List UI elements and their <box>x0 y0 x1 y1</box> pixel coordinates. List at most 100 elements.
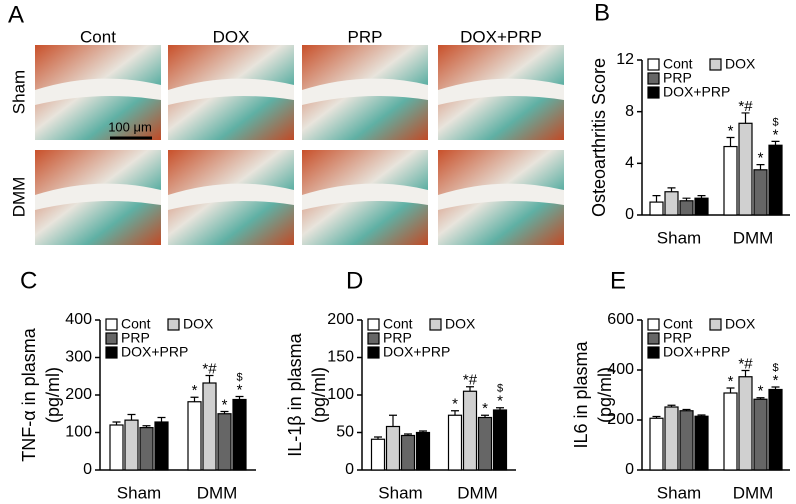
bar <box>124 419 139 471</box>
legend-swatch <box>367 332 380 345</box>
error-bar <box>190 396 199 402</box>
y-tick-label: 200 <box>65 386 92 403</box>
bar <box>738 376 753 471</box>
bar <box>385 425 401 471</box>
significance-mark: * <box>482 400 488 417</box>
y-tick-label: 0 <box>625 461 634 478</box>
legend-label: DOX <box>445 316 476 332</box>
bar <box>202 382 217 471</box>
error-bar <box>127 413 136 421</box>
error-bar <box>726 387 735 393</box>
significance-mark: * <box>773 126 779 143</box>
y-tick-label: 100 <box>327 386 354 403</box>
error-bar <box>667 404 676 407</box>
error-bar <box>726 136 735 147</box>
bar <box>723 392 738 471</box>
joint-space <box>35 78 161 105</box>
legend-swatch <box>367 318 380 331</box>
error-bar <box>157 416 166 422</box>
error-bar <box>741 369 750 377</box>
scale-bar-label: 100 μm <box>108 119 152 134</box>
legend-swatch <box>647 86 660 99</box>
x-tick-label: Sham <box>657 483 701 502</box>
significance-mark: * <box>758 383 764 400</box>
significance-mark: $ <box>497 383 503 395</box>
significance-mark: * <box>728 122 734 139</box>
y-tick-label: 600 <box>607 311 634 328</box>
panel-letter: D <box>346 267 363 294</box>
significance-mark: * <box>758 150 764 167</box>
joint-space <box>168 183 294 210</box>
panel-letter: A <box>8 1 24 28</box>
error-bar <box>682 197 691 201</box>
x-tick-label: DMM <box>197 483 238 502</box>
significance-mark: *# <box>463 372 478 389</box>
bar <box>217 413 232 471</box>
error-bar <box>697 195 706 199</box>
y-axis-label: TNF-α in plasma <box>19 327 39 461</box>
y-tick-label: 12 <box>616 51 634 68</box>
significance-mark: *# <box>202 360 217 377</box>
legend-label: DOX <box>183 316 214 332</box>
joint-space <box>168 78 294 105</box>
legend-label: DOX+PRP <box>663 344 730 360</box>
error-bar <box>496 407 504 410</box>
legend-swatch <box>647 346 660 359</box>
y-tick-label: 400 <box>607 361 634 378</box>
bar <box>694 415 709 471</box>
significance-mark: $ <box>772 362 778 374</box>
joint-space <box>302 183 428 210</box>
legend-label: Cont <box>383 316 413 332</box>
significance-mark: * <box>728 373 734 390</box>
y-tick-label: 0 <box>83 461 92 478</box>
bar <box>738 122 753 216</box>
bar <box>753 169 768 216</box>
error-bar <box>771 140 780 146</box>
joint-space <box>438 183 564 210</box>
legend-swatch <box>105 318 118 331</box>
legend-swatch <box>647 58 660 71</box>
x-tick-label: DMM <box>457 483 498 502</box>
significance-mark: * <box>237 381 243 398</box>
y-tick-label: 0 <box>625 206 634 223</box>
legend-label: Cont <box>663 56 693 72</box>
x-tick-label: Sham <box>117 483 161 502</box>
significance-mark: * <box>773 372 779 389</box>
y-tick-label: 50 <box>336 424 354 441</box>
bar <box>664 406 679 471</box>
y-tick-label: 400 <box>65 311 92 328</box>
error-bar <box>652 415 661 419</box>
panel-letter: E <box>610 267 626 294</box>
x-tick-label: Sham <box>378 483 422 502</box>
bar <box>400 434 416 471</box>
y-axis-label: (pg/ml) <box>309 367 329 423</box>
y-axis-label: Osteoarthritis Score <box>589 58 609 217</box>
y-tick-label: 8 <box>625 103 634 120</box>
y-axis-label: IL6 in plasma <box>571 340 591 448</box>
legend-swatch <box>647 318 660 331</box>
significance-mark: *# <box>738 355 753 372</box>
error-bar <box>771 386 780 390</box>
y-axis-label: (pg/ml) <box>595 367 615 423</box>
error-bar <box>404 433 412 436</box>
x-tick-label: DMM <box>733 483 774 502</box>
y-tick-label: 0 <box>345 461 354 478</box>
legend-label: PRP <box>663 70 692 86</box>
error-bar <box>451 410 459 416</box>
legend-swatch <box>105 346 118 359</box>
error-bar <box>389 414 397 427</box>
legend-label: DOX <box>725 56 756 72</box>
legend-swatch <box>709 58 722 71</box>
error-bar <box>419 430 427 433</box>
legend-swatch <box>167 318 180 331</box>
y-tick-label: 100 <box>65 424 92 441</box>
y-tick-label: 200 <box>607 411 634 428</box>
legend-label: Cont <box>121 316 151 332</box>
bar <box>679 410 694 471</box>
bar <box>723 145 738 216</box>
error-bar <box>756 164 765 170</box>
legend-swatch <box>105 332 118 345</box>
column-label: DOX+PRP <box>460 27 542 46</box>
significance-mark: * <box>222 396 228 413</box>
